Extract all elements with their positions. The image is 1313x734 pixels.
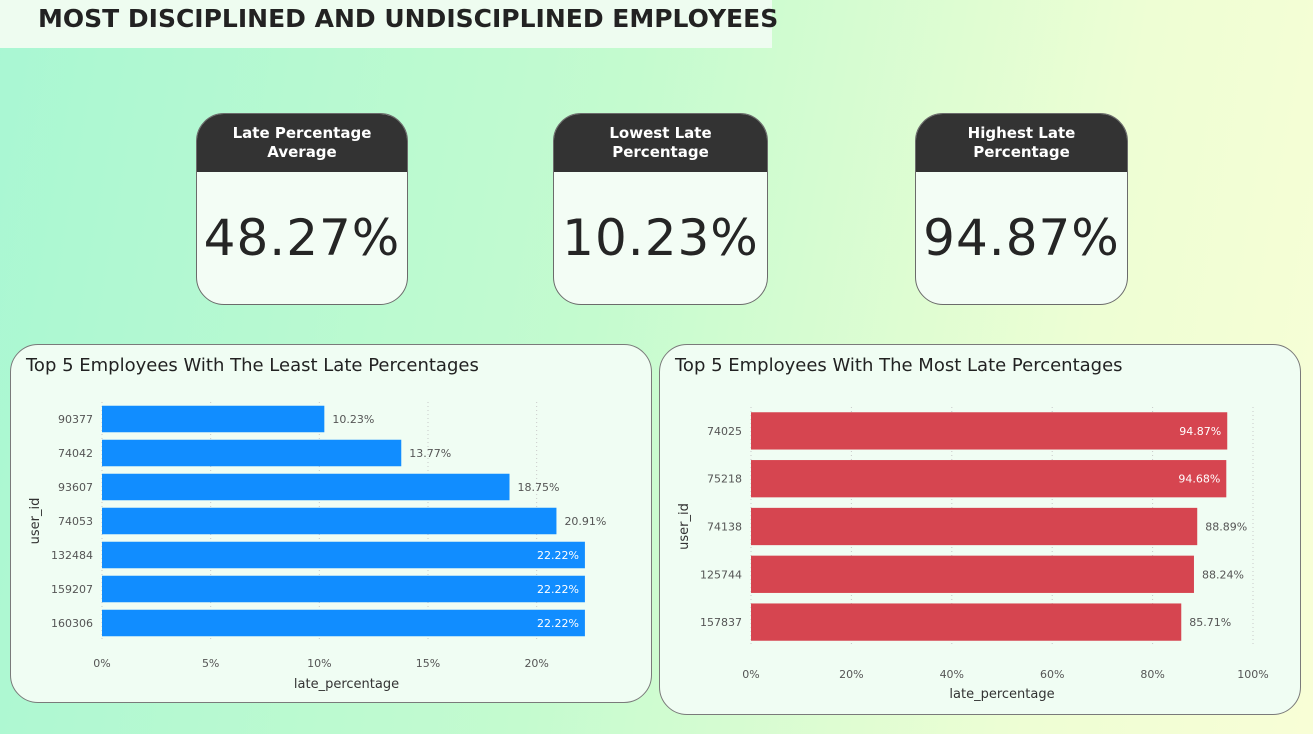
- x-tick-label: 0%: [93, 657, 110, 670]
- bar: [102, 575, 585, 603]
- x-axis-label: late_percentage: [949, 687, 1054, 702]
- data-label: 22.22%: [537, 583, 579, 596]
- kpi-value: 48.27%: [203, 209, 401, 267]
- y-tick-label: 132484: [51, 549, 93, 562]
- least-late-chart-panel: Top 5 Employees With The Least Late Perc…: [10, 344, 652, 703]
- data-label: 18.75%: [518, 481, 560, 494]
- y-tick-label: 74053: [58, 515, 93, 528]
- bar: [102, 609, 585, 637]
- x-tick-label: 60%: [1040, 668, 1064, 681]
- data-label: 10.23%: [332, 413, 374, 426]
- y-axis-label: user_id: [28, 498, 43, 545]
- kpi-label: Late Percentage Average: [197, 114, 407, 172]
- kpi-value: 10.23%: [562, 209, 759, 267]
- x-tick-label: 80%: [1140, 668, 1164, 681]
- x-tick-label: 20%: [839, 668, 863, 681]
- kpi-label: Lowest Late Percentage: [554, 114, 767, 172]
- bar: [102, 473, 510, 501]
- bar: [102, 507, 557, 535]
- kpi-card-highest: Highest Late Percentage 94.87%: [915, 113, 1128, 305]
- data-label: 88.24%: [1202, 568, 1244, 581]
- data-label: 94.68%: [1178, 473, 1220, 486]
- y-tick-label: 75218: [707, 473, 742, 486]
- bar: [102, 439, 402, 467]
- data-label: 22.22%: [537, 617, 579, 630]
- title-bar: MOST DISCIPLINED AND UNDISCIPLINED EMPLO…: [0, 0, 778, 48]
- most-late-bar-chart: 0% 20% 40% 60% 80% 100% 74025 94.87% 75218 94.68%…: [677, 407, 1269, 702]
- x-tick-label: 100%: [1237, 668, 1268, 681]
- most-late-chart-panel: Top 5 Employees With The Most Late Perce…: [659, 344, 1301, 715]
- kpi-label: Highest Late Percentage: [916, 114, 1127, 172]
- y-tick-label: 125744: [700, 568, 742, 581]
- chart-title: Top 5 Employees With The Least Late Perc…: [26, 355, 479, 376]
- data-label: 13.77%: [409, 447, 451, 460]
- page-title: MOST DISCIPLINED AND UNDISCIPLINED EMPLO…: [38, 4, 779, 33]
- y-tick-label: 160306: [51, 617, 93, 630]
- bar: [751, 555, 1194, 593]
- kpi-card-lowest: Lowest Late Percentage 10.23%: [553, 113, 768, 305]
- x-tick-label: 40%: [940, 668, 964, 681]
- x-tick-label: 15%: [416, 657, 440, 670]
- x-tick-label: 0%: [742, 668, 759, 681]
- y-tick-label: 157837: [700, 616, 742, 629]
- y-tick-label: 93607: [58, 481, 93, 494]
- data-label: 88.89%: [1205, 521, 1247, 534]
- y-tick-label: 159207: [51, 583, 93, 596]
- bar: [751, 460, 1227, 498]
- data-label: 85.71%: [1189, 616, 1231, 629]
- data-label: 20.91%: [564, 515, 606, 528]
- bar: [751, 412, 1228, 450]
- x-axis-label: late_percentage: [294, 677, 399, 692]
- data-label: 94.87%: [1179, 425, 1221, 438]
- y-tick-label: 74042: [58, 447, 93, 460]
- x-tick-label: 10%: [307, 657, 331, 670]
- x-tick-label: 5%: [202, 657, 219, 670]
- bar: [102, 541, 585, 569]
- y-axis-label: user_id: [677, 503, 692, 550]
- y-tick-label: 90377: [58, 413, 93, 426]
- bar: [751, 507, 1198, 546]
- kpi-value: 94.87%: [923, 209, 1120, 267]
- chart-title: Top 5 Employees With The Most Late Perce…: [675, 355, 1123, 376]
- x-tick-label: 20%: [524, 657, 548, 670]
- y-tick-label: 74138: [707, 521, 742, 534]
- bar: [751, 603, 1182, 641]
- bar: [102, 405, 325, 433]
- kpi-card-average: Late Percentage Average 48.27%: [196, 113, 408, 305]
- y-tick-label: 74025: [707, 425, 742, 438]
- least-late-bar-chart: 0% 5% 10% 15% 20% 90377 10.23% 74042 13.77% 93607…: [28, 402, 606, 692]
- data-label: 22.22%: [537, 549, 579, 562]
